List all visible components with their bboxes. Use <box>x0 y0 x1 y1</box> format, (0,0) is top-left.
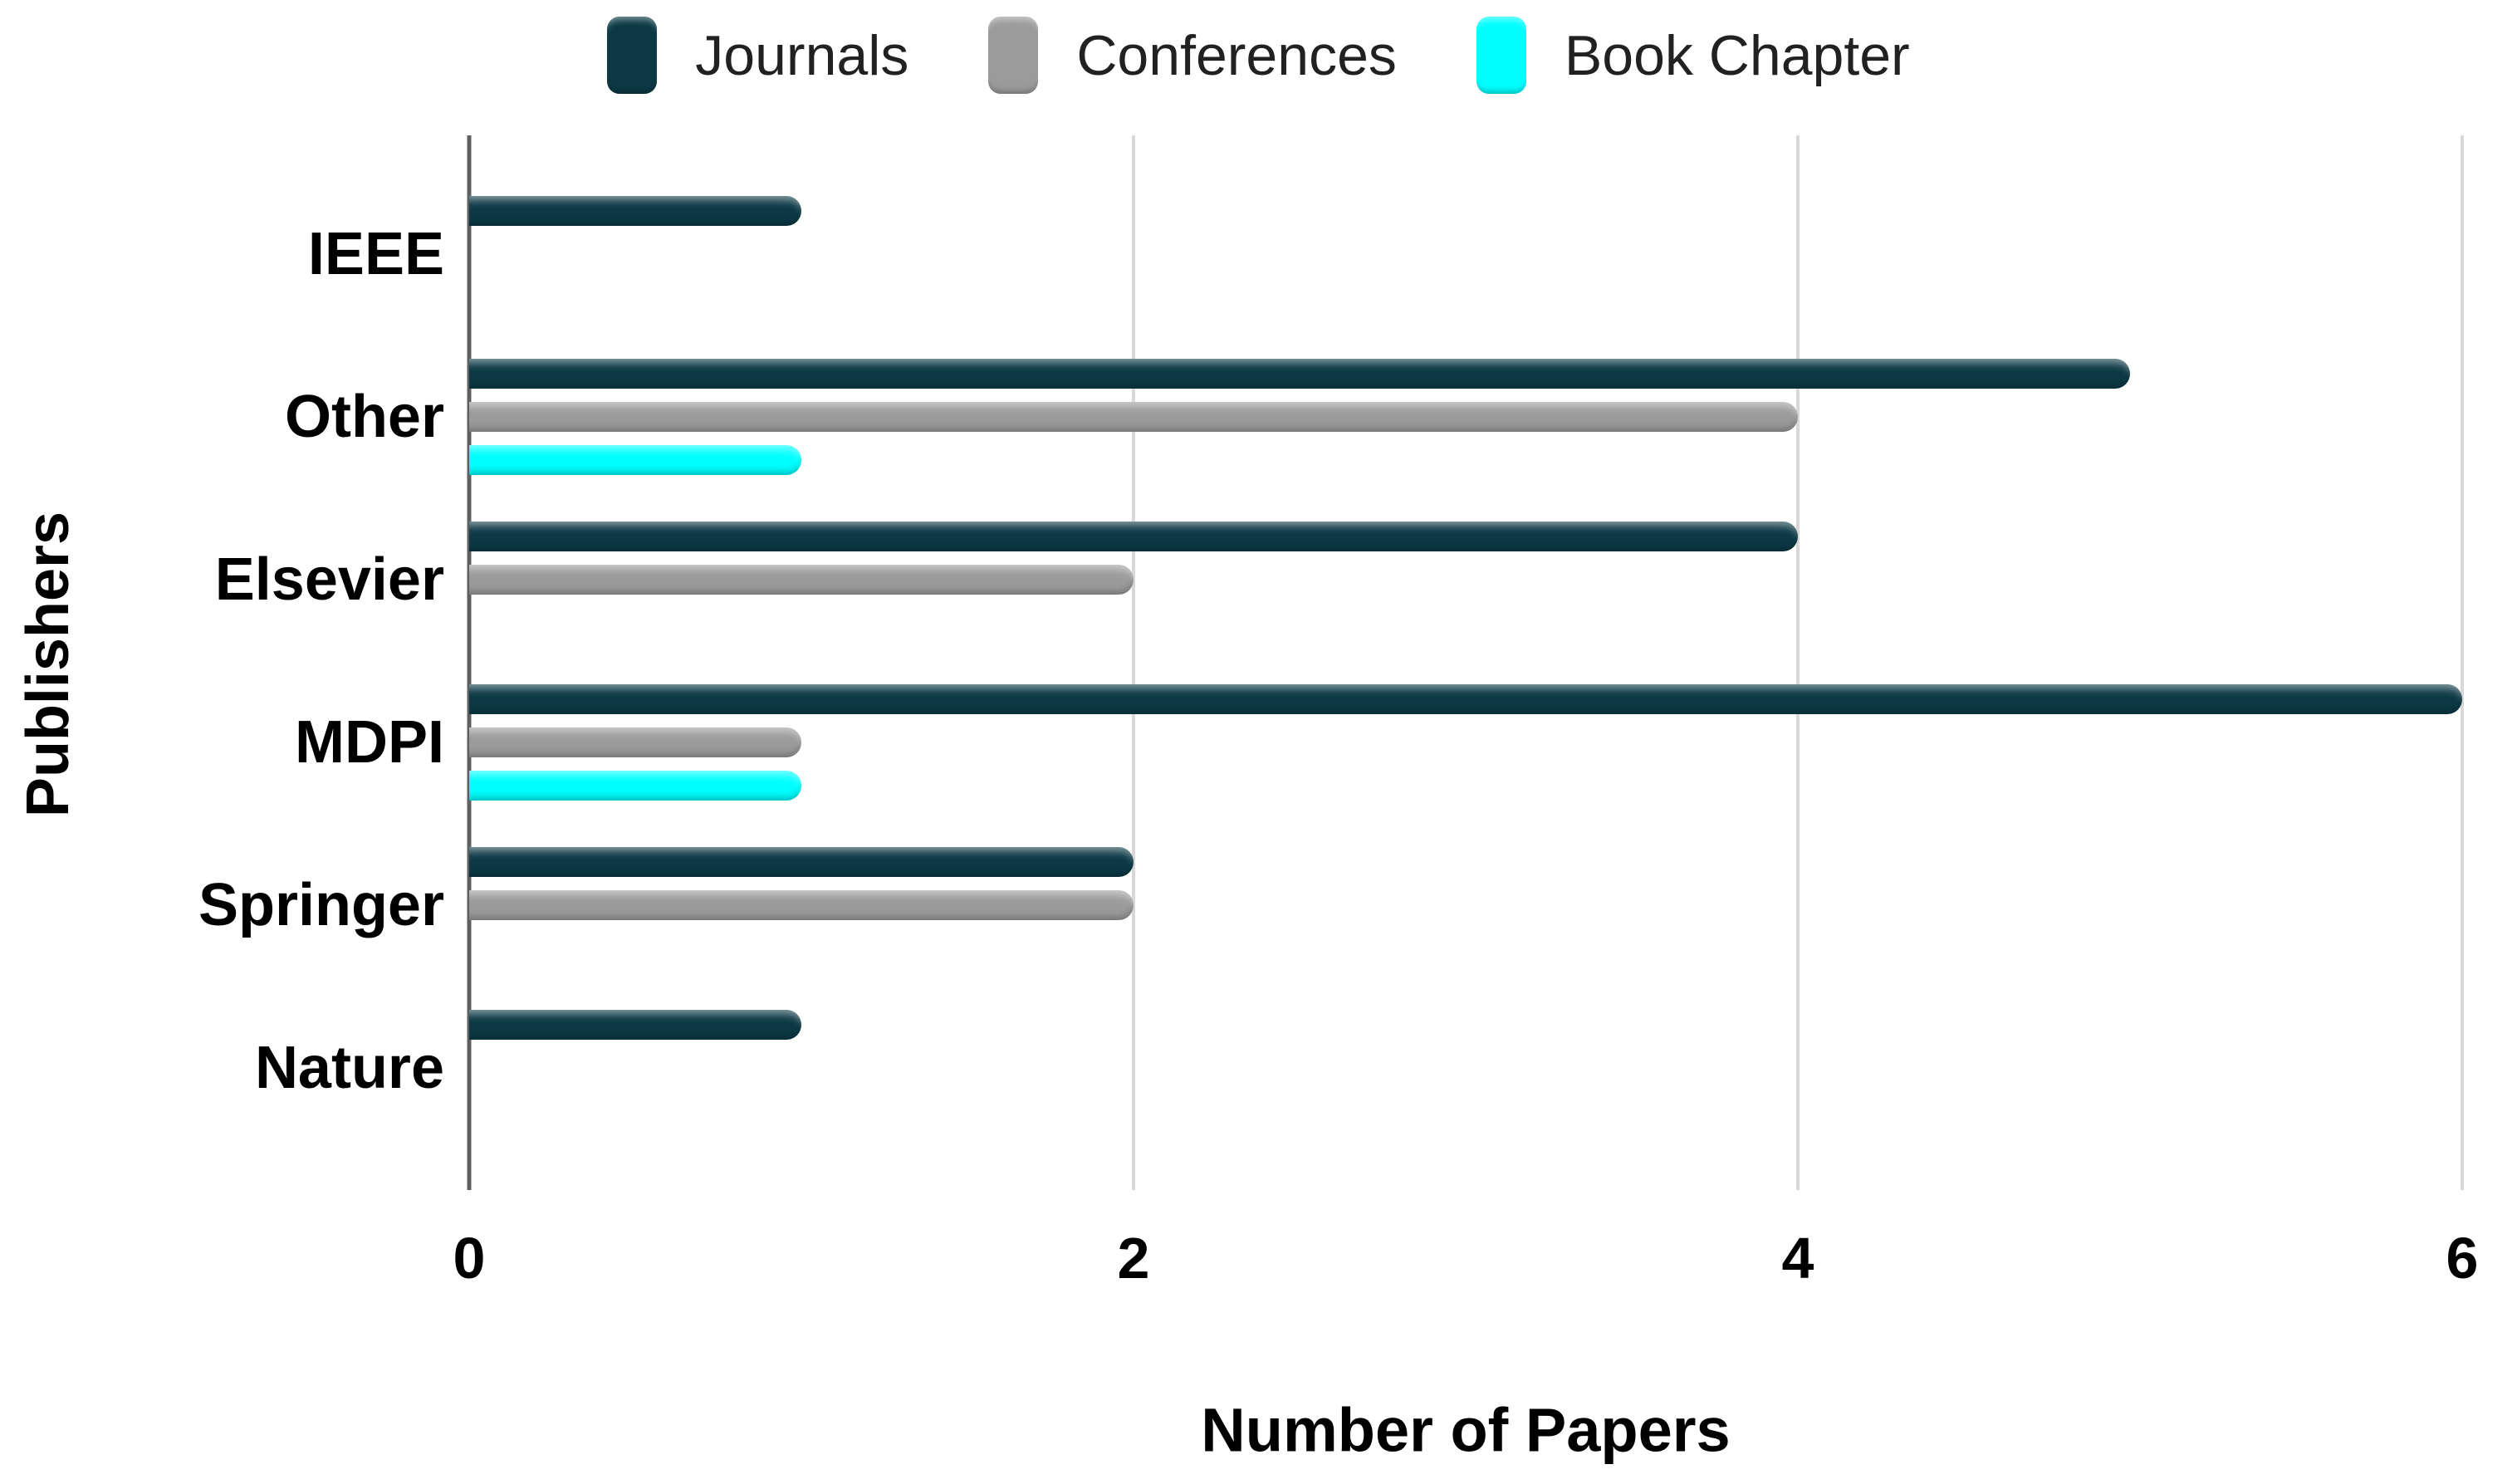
plot-area <box>467 135 2464 1190</box>
bar-journals-other <box>469 359 2130 389</box>
category-label-springer: Springer <box>198 872 444 938</box>
bar-journals-elsevier <box>469 522 1798 551</box>
legend-item-conferences: Conferences <box>988 17 1397 94</box>
legend-label-journals: Journals <box>695 23 909 87</box>
bar-conferences-elsevier <box>469 565 1134 595</box>
category-label-elsevier: Elsevier <box>214 546 444 613</box>
bar-book-chapter-mdpi <box>469 771 801 801</box>
gridline-x-2 <box>1132 135 1135 1190</box>
x-tick-label-6: 6 <box>2446 1226 2479 1291</box>
gridline-x-6 <box>2461 135 2464 1190</box>
bar-group-mdpi <box>469 661 2462 824</box>
x-axis-tick-labels: 0 2 4 6 <box>0 1225 2517 1291</box>
bar-conferences-mdpi <box>469 727 801 757</box>
bar-group-other <box>469 335 2462 498</box>
bars-layer <box>469 173 2462 1149</box>
bar-group-springer <box>469 824 2462 987</box>
bar-group-ieee <box>469 173 2462 335</box>
category-label-ieee: IEEE <box>307 221 444 287</box>
bar-journals-ieee <box>469 196 801 226</box>
bar-conferences-springer <box>469 890 1134 920</box>
category-label-mdpi: MDPI <box>295 709 444 776</box>
x-tick-label-0: 0 <box>453 1226 486 1291</box>
x-tick-label-4: 4 <box>1781 1226 1814 1291</box>
legend-item-book-chapter: Book Chapter <box>1476 17 1910 94</box>
x-axis-title: Number of Papers <box>1201 1395 1731 1465</box>
bar-journals-mdpi <box>469 684 2462 714</box>
bar-group-elsevier <box>469 498 2462 661</box>
bar-group-nature <box>469 987 2462 1149</box>
bar-journals-springer <box>469 847 1134 877</box>
legend-swatch-journals <box>607 17 658 94</box>
chart-legend: Journals Conferences Book Chapter <box>0 17 2517 94</box>
legend-item-journals: Journals <box>607 17 908 94</box>
bar-conferences-other <box>469 402 1798 432</box>
x-tick-label-2: 2 <box>1117 1226 1150 1291</box>
legend-label-conferences: Conferences <box>1076 23 1397 87</box>
y-axis-category-labels: IEEE Other Elsevier MDPI Springer Nature <box>0 173 444 1149</box>
y-axis-line <box>467 135 472 1190</box>
bar-journals-nature <box>469 1010 801 1040</box>
bar-book-chapter-other <box>469 445 801 475</box>
category-label-other: Other <box>284 384 444 450</box>
legend-label-book-chapter: Book Chapter <box>1564 23 1910 87</box>
legend-swatch-conferences <box>988 17 1039 94</box>
legend-swatch-book-chapter <box>1476 17 1526 94</box>
gridline-x-4 <box>1796 135 1800 1190</box>
category-label-nature: Nature <box>254 1035 444 1101</box>
